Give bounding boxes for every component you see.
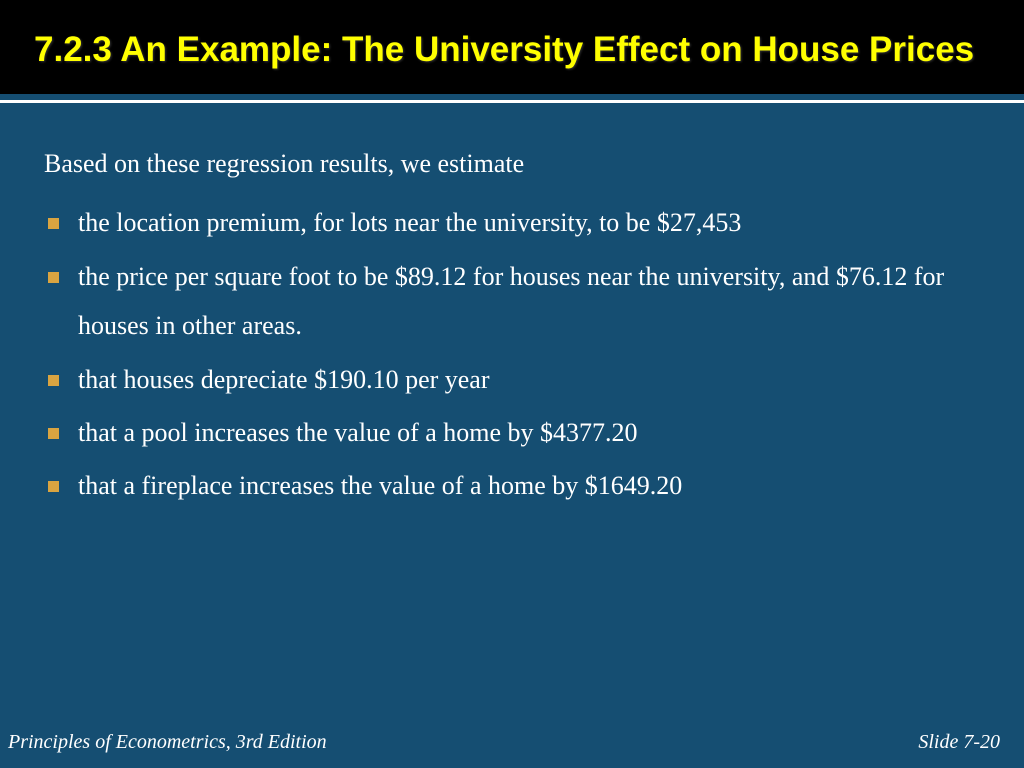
slide-body: Based on these regression results, we es…: [0, 103, 1024, 731]
list-item: the location premium, for lots near the …: [44, 198, 980, 247]
slide-title: 7.2.3 An Example: The University Effect …: [34, 28, 990, 72]
list-item: that houses depreciate $190.10 per year: [44, 355, 980, 404]
list-item: the price per square foot to be $89.12 f…: [44, 252, 980, 351]
intro-text: Based on these regression results, we es…: [44, 143, 980, 185]
list-item: that a fireplace increases the value of …: [44, 461, 980, 510]
slide-header: 7.2.3 An Example: The University Effect …: [0, 0, 1024, 94]
list-item: that a pool increases the value of a hom…: [44, 408, 980, 457]
footer-right: Slide 7-20: [918, 731, 1010, 754]
footer-left: Principles of Econometrics, 3rd Edition: [8, 731, 327, 754]
slide-footer: Principles of Econometrics, 3rd Edition …: [0, 731, 1024, 768]
bullet-list: the location premium, for lots near the …: [44, 198, 980, 510]
